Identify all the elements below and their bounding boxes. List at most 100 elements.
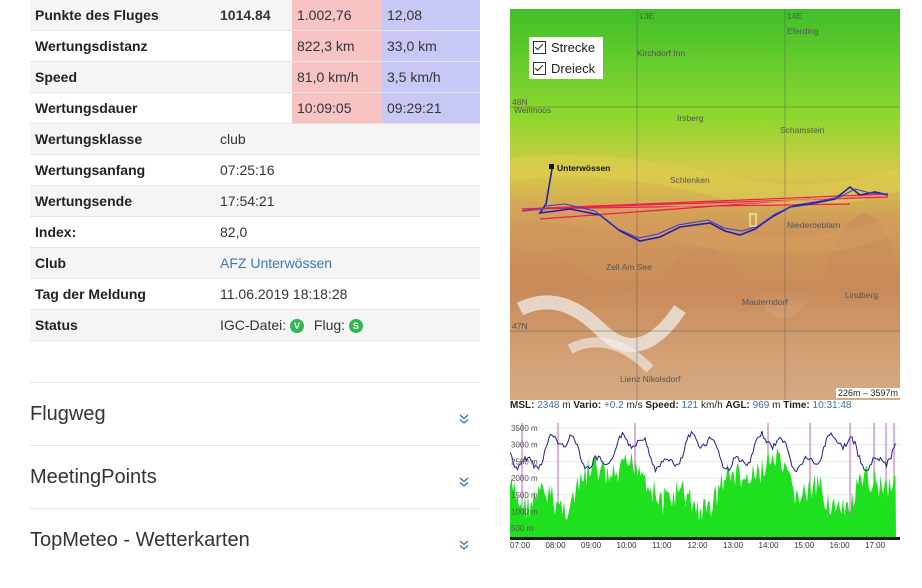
x-tick-label: 16:00 <box>830 541 851 549</box>
place-weilmoos: Weilmoos <box>514 105 551 115</box>
y-tick-label: 3000 m <box>511 441 538 450</box>
x-tick-label: 13:00 <box>723 541 744 549</box>
value-distanz <box>215 30 292 62</box>
msl-value: 2348 <box>537 400 560 411</box>
lat-label-47n: 47N <box>512 321 528 331</box>
flight-map[interactable]: 13E 14E 48N 47N Kirchdorf Inn Eferding W… <box>510 9 900 400</box>
lon-label-14e: 14E <box>787 11 802 21</box>
panel-title-topmeteo: TopMeteo - Wetterkarten <box>30 529 250 551</box>
label-club: Club <box>30 247 215 279</box>
place-schamstein: Schamstein <box>780 125 825 135</box>
red-dauer: 10:09:05 <box>292 92 382 124</box>
lat-label-48n: 48N <box>512 97 528 107</box>
start-marker <box>549 164 554 169</box>
agl-unit: m <box>772 400 781 411</box>
speed-label: Speed: <box>645 400 679 411</box>
place-kirchdorf: Kirchdorf Inn <box>637 48 685 58</box>
label-meldung: Tag der Meldung <box>30 278 215 310</box>
panel-topmeteo[interactable]: TopMeteo - Wetterkarten <box>30 508 480 571</box>
glider-marker <box>749 213 757 227</box>
barogram-chart: 3500 m 3000 m 2500 m 2000 m 1500 m 1000 m 500 … <box>509 411 900 550</box>
y-tick-label: 1000 m <box>511 508 538 517</box>
value-anfang: 07:25:16 <box>215 154 480 186</box>
row-index: Index: 82,0 <box>30 216 480 248</box>
status-cell: IGC-Datei: V Flug: S <box>215 309 480 341</box>
agl-value: 969 <box>752 400 770 411</box>
place-unterwoessen: Unterwössen <box>557 163 610 173</box>
igc-status-badge: V <box>290 319 305 334</box>
label-index: Index: <box>30 216 215 248</box>
row-club: Club AFZ Unterwössen <box>30 247 480 279</box>
checkbox-icon[interactable] <box>533 41 546 54</box>
msl-label: MSL: <box>510 400 535 411</box>
place-mauterndorf: Mauterndorf <box>742 297 788 307</box>
place-schlenken: Schlenken <box>670 175 710 185</box>
x-tick-label: 12:00 <box>688 541 709 549</box>
panel-title-flugweg: Flugweg <box>30 403 106 425</box>
y-tick-label: 2500 m <box>511 457 538 466</box>
row-punkte: Punkte des Fluges 1014.84 1.002,76 12,08 <box>30 0 480 31</box>
panel-flugweg[interactable]: Flugweg <box>30 382 480 445</box>
altitude-line <box>509 430 896 474</box>
terrain-map-svg: 13E 14E 48N 47N Kirchdorf Inn Eferding W… <box>510 9 900 400</box>
flight-details: Punkte des Fluges 1014.84 1.002,76 12,08… <box>30 0 480 341</box>
value-klasse: club <box>215 123 480 155</box>
place-lindberg: Lindberg <box>845 290 878 300</box>
label-speed: Speed <box>30 61 215 93</box>
x-tick-label: 17:00 <box>865 541 886 549</box>
checkbox-icon[interactable] <box>533 62 546 75</box>
label-distanz: Wertungsdistanz <box>30 30 215 62</box>
igc-label: IGC-Datei: <box>220 316 287 333</box>
legend-dreieck[interactable]: Dreieck <box>529 58 603 79</box>
row-meldung: Tag der Meldung 11.06.2019 18:18:28 <box>30 278 480 310</box>
row-dauer: Wertungsdauer 10:09:05 09:29:21 <box>30 92 480 124</box>
flug-label: Flug: <box>313 316 346 333</box>
place-lienz: Lienz Nikolsdorf <box>620 374 681 384</box>
chevron-down-icon <box>459 477 469 487</box>
barogram[interactable]: MSL: 2348 m Vario: +0.2 m/s Speed: 121 k… <box>509 400 900 550</box>
red-speed: 81,0 km/h <box>292 61 382 93</box>
map-legend: Strecke Dreieck <box>529 37 603 79</box>
x-tick-label: 07:00 <box>510 541 531 549</box>
row-speed: Speed 81,0 km/h 3,5 km/h <box>30 61 480 93</box>
elevation-scale: 226m – 3597m <box>836 388 901 398</box>
value-ende: 17:54:21 <box>215 185 480 217</box>
blue-distanz: 33,0 km <box>382 30 480 62</box>
place-irsberg: Irsberg <box>677 113 704 123</box>
x-tick-label: 09:00 <box>581 541 602 549</box>
vario-label: Vario: <box>573 400 602 411</box>
x-tick-label: 14:00 <box>759 541 780 549</box>
legend-strecke[interactable]: Strecke <box>529 37 603 58</box>
flight-track <box>521 168 889 242</box>
time-label: Time: <box>783 400 810 411</box>
y-tick-label: 2000 m <box>511 474 538 483</box>
blue-speed: 3,5 km/h <box>382 61 480 93</box>
label-anfang: Wertungsanfang <box>30 154 215 186</box>
x-tick-label: 15:00 <box>794 541 815 549</box>
label-ende: Wertungsende <box>30 185 215 217</box>
row-distanz: Wertungsdistanz 822,3 km 33,0 km <box>30 30 480 62</box>
details-table: Punkte des Fluges 1014.84 1.002,76 12,08… <box>30 0 480 341</box>
lon-label-13e: 13E <box>639 11 654 21</box>
red-distanz: 822,3 km <box>292 30 382 62</box>
value-meldung: 11.06.2019 18:18:28 <box>215 278 480 310</box>
agl-label: AGL: <box>725 400 750 411</box>
blue-dauer: 09:29:21 <box>382 92 480 124</box>
msl-unit: m <box>562 400 571 411</box>
legend-dreieck-label: Dreieck <box>551 61 596 76</box>
chevron-down-icon <box>459 414 469 424</box>
x-tick-label: 08:00 <box>546 541 567 549</box>
speed-value: 121 <box>681 400 699 411</box>
place-eferding: Eferding <box>787 26 819 36</box>
panel-title-meetingpoints: MeetingPoints <box>30 466 157 488</box>
row-klasse: Wertungsklasse club <box>30 123 480 155</box>
vario-value: +0.2 <box>603 400 624 411</box>
ground-area <box>510 447 896 537</box>
club-link[interactable]: AFZ Unterwössen <box>220 255 333 271</box>
value-punkte: 1014.84 <box>215 0 292 31</box>
label-dauer: Wertungsdauer <box>30 92 215 124</box>
vario-unit: m/s <box>626 400 643 411</box>
label-status: Status <box>30 309 215 341</box>
place-niederoeblarn: Niederoeblarn <box>787 220 841 230</box>
panel-meetingpoints[interactable]: MeetingPoints <box>30 445 480 508</box>
